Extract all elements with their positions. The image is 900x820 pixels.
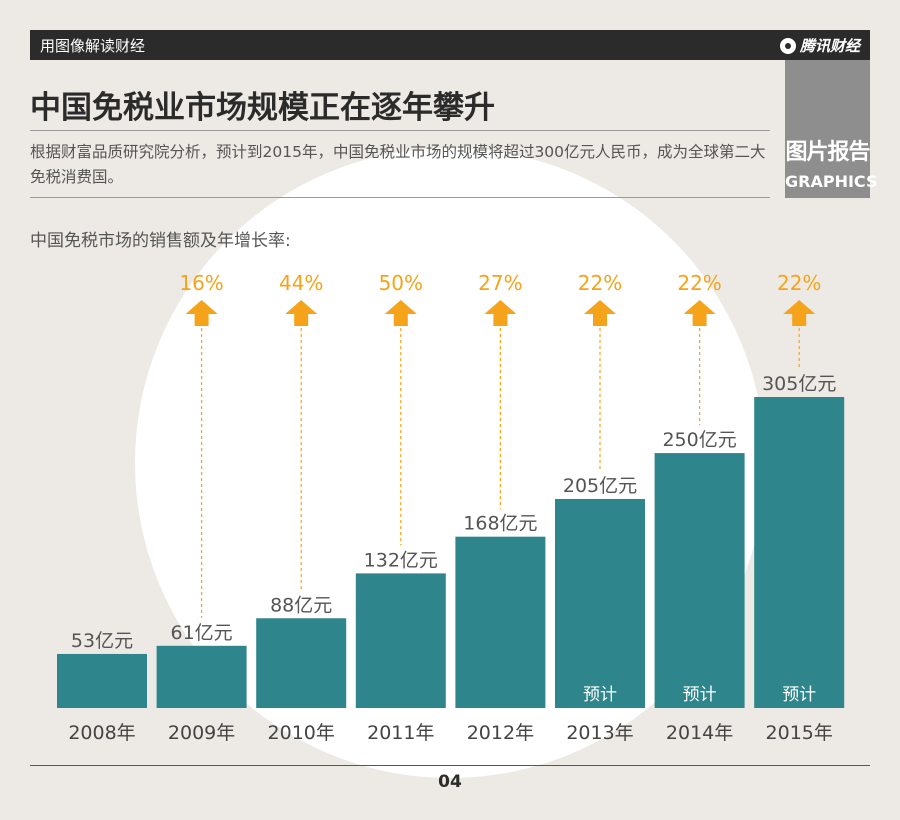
growth-rate-label: 50% [379,271,423,295]
footer-divider [30,765,870,766]
growth-rate-label: 22% [578,271,622,295]
category-label: 2012年 [467,722,534,744]
badge-cn-text: 图片报告 [785,140,870,165]
growth-arrow-icon [285,300,318,326]
bar [754,397,845,708]
bar [256,618,347,708]
bar [355,573,446,708]
category-label: 2014年 [666,722,733,744]
bar [654,453,745,708]
growth-arrow-icon [783,300,816,326]
value-label: 132亿元 [364,549,438,571]
bar [156,645,247,708]
section-label: 用图像解读财经 [40,37,146,55]
brand-logo-icon [779,37,796,54]
forecast-label: 预计 [782,685,816,705]
category-label: 2015年 [766,722,833,744]
bar [57,653,147,708]
brand-logo: 腾讯财经 [779,35,860,56]
growth-arrow-icon [584,300,616,326]
forecast-label: 预计 [583,685,617,705]
value-label: 61亿元 [171,622,233,644]
page-number: 04 [438,772,462,792]
bar [555,498,645,708]
value-label: 250亿元 [662,429,736,451]
growth-arrow-icon [384,300,417,326]
category-label: 2013年 [566,722,633,744]
bar [455,536,546,708]
growth-rate-label: 16% [179,271,223,295]
divider [30,197,770,198]
category-label: 2009年 [168,722,235,744]
growth-rate-label: 22% [777,271,821,295]
value-label: 205亿元 [563,475,637,497]
growth-rate-label: 22% [677,271,721,295]
chart-title: 中国免税市场的销售额及年增长率: [30,231,291,251]
category-label: 2011年 [367,722,434,744]
description-text: 根据财富品质研究院分析，预计到2015年，中国免税业市场的规模将超过300亿元人… [30,143,766,186]
value-label: 53亿元 [71,630,133,652]
top-bar: 用图像解读财经 腾讯财经 [30,30,870,60]
value-label: 168亿元 [463,513,537,535]
growth-rate-label: 44% [279,271,323,295]
growth-arrow-icon [185,300,218,326]
divider [30,130,770,131]
category-label: 2010年 [268,722,335,744]
growth-arrow-icon [484,300,517,326]
page-title: 中国免税业市场规模正在逐年攀升 [30,90,495,126]
category-label: 2008年 [68,722,135,744]
value-label: 88亿元 [270,594,332,616]
forecast-label: 预计 [683,685,717,705]
badge-en-text: GRAPHICS [785,172,878,191]
growth-rate-label: 27% [478,271,522,295]
graphics-badge: 图片报告 GRAPHICS [785,60,878,198]
growth-arrow-icon [683,300,716,326]
brand-name: 腾讯财经 [799,37,860,55]
value-label: 305亿元 [762,373,836,395]
